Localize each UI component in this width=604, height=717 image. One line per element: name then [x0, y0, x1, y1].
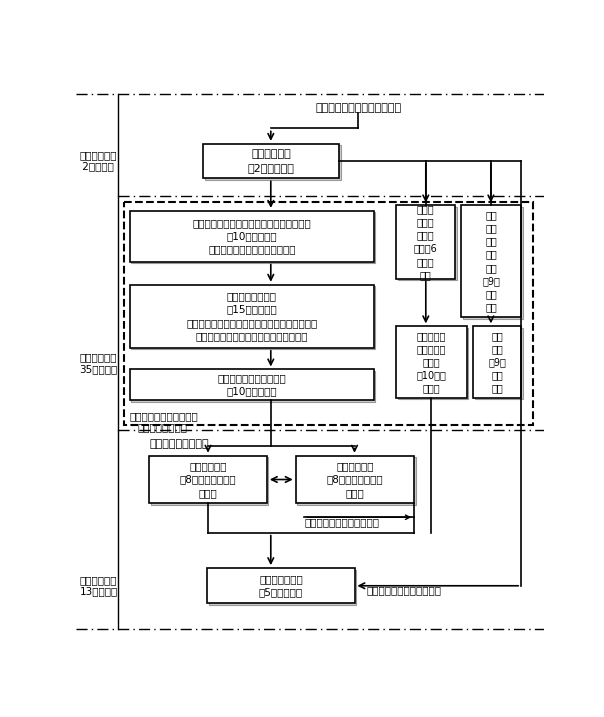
- Bar: [150, 457, 268, 505]
- Text: 投资许可阶段
 2个工作日: 投资许可阶段 2个工作日: [79, 150, 117, 171]
- Bar: [149, 455, 267, 503]
- Bar: [475, 328, 522, 399]
- Bar: [396, 205, 455, 278]
- Bar: [461, 205, 521, 317]
- Bar: [204, 144, 339, 179]
- Text: 施工许可证核发前完成审批: 施工许可证核发前完成审批: [366, 585, 441, 595]
- Text: 建设用
地规划
许可证
核发（6
个工作
日）: 建设用 地规划 许可证 核发（6 个工作 日）: [414, 204, 438, 280]
- Text: 人防设计审批
（8个工作日，并联
审批）: 人防设计审批 （8个工作日，并联 审批）: [327, 461, 383, 498]
- Text: 施工许可阶段
13个工作日: 施工许可阶段 13个工作日: [79, 575, 118, 597]
- Text: 节能
审查
（9个
工作
日）: 节能 审查 （9个 工作 日）: [488, 331, 506, 394]
- Bar: [207, 568, 355, 604]
- Text: 环境
影响
评价
文件
审批
（9个
工作
日）: 环境 影响 评价 文件 审批 （9个 工作 日）: [483, 210, 500, 313]
- Text: 合为一个审批环节: 合为一个审批环节: [138, 422, 187, 432]
- Bar: [396, 326, 467, 398]
- Bar: [130, 369, 374, 400]
- Bar: [130, 211, 374, 262]
- Text: 建设工程规划许可证审批
（10个工作日）: 建设工程规划许可证审批 （10个工作日）: [217, 374, 286, 397]
- Bar: [205, 146, 341, 180]
- Text: 办理施工许可证前完成审批: 办理施工许可证前完成审批: [304, 517, 379, 527]
- Text: 国有建设用
地使用权首
次登记
（10个工
作日）: 国有建设用 地使用权首 次登记 （10个工 作日）: [417, 331, 446, 394]
- Text: 规划许可阶段
35个工作日: 规划许可阶段 35个工作日: [79, 353, 118, 374]
- Bar: [131, 286, 376, 349]
- Text: 项目规划总平面图（修建性详细规划）审查
（10个工作日）
包含同步出具抗震设防要求告知: 项目规划总平面图（修建性详细规划）审查 （10个工作日） 包含同步出具抗震设防要…: [193, 218, 311, 255]
- Bar: [297, 457, 416, 505]
- Bar: [131, 371, 376, 402]
- Text: 全套施工图审查合格: 全套施工图审查合格: [149, 439, 209, 449]
- Bar: [463, 207, 522, 318]
- Text: 签订国有土地使用权出让合同: 签订国有土地使用权出让合同: [315, 103, 402, 113]
- Bar: [124, 201, 533, 425]
- Bar: [131, 212, 376, 263]
- Text: 具备条件的市（县）可整: 具备条件的市（县）可整: [130, 411, 199, 421]
- Text: 消防设计审核
（8个工作日，并联
审批）: 消防设计审核 （8个工作日，并联 审批）: [180, 461, 236, 498]
- Bar: [398, 207, 457, 280]
- Bar: [209, 569, 356, 605]
- Text: 投资项目备案
（2个工作日）: 投资项目备案 （2个工作日）: [248, 150, 295, 173]
- Bar: [473, 326, 521, 398]
- Bar: [295, 455, 414, 503]
- Bar: [398, 328, 469, 399]
- Text: 施工许可证核发
（5个工作日）: 施工许可证核发 （5个工作日）: [259, 574, 303, 597]
- Text: 建筑设计方案审定
（15个工作日）
包含人防设计条件、建筑风貌、色彩、立面、夜
景、灯光等各项城市设计要求的综合审查: 建筑设计方案审定 （15个工作日） 包含人防设计条件、建筑风貌、色彩、立面、夜 …: [186, 292, 318, 341]
- Bar: [130, 285, 374, 348]
